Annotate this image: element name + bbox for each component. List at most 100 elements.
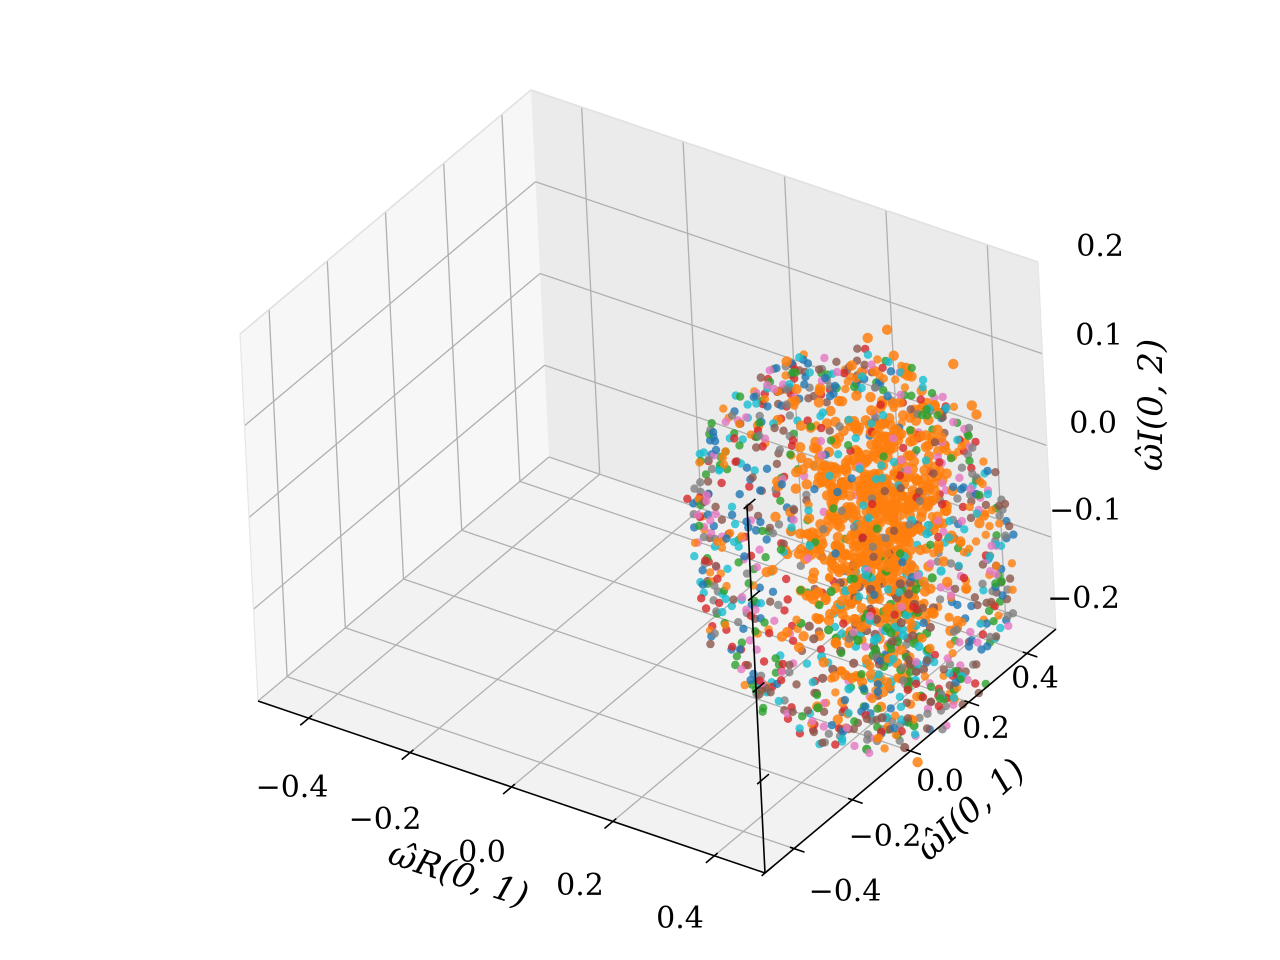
data-point [791, 384, 802, 395]
data-point [985, 552, 994, 561]
data-point [1009, 530, 1018, 539]
data-point [909, 602, 918, 612]
data-point [884, 357, 893, 367]
data-point [927, 512, 937, 521]
data-point [922, 529, 932, 539]
data-point [844, 415, 853, 425]
y-tick-label: −0.4 [809, 874, 882, 909]
x-tick-label: 0.4 [656, 901, 704, 936]
data-point [857, 383, 866, 393]
data-point [949, 482, 958, 492]
data-point [727, 502, 737, 511]
data-point [882, 578, 892, 588]
data-point [693, 510, 703, 520]
data-point [787, 523, 796, 532]
data-point [785, 411, 794, 420]
data-point [781, 371, 790, 380]
data-point [963, 675, 972, 684]
data-point [877, 713, 887, 723]
data-point [731, 660, 740, 670]
data-point [958, 700, 967, 709]
data-point [731, 457, 740, 466]
data-point [968, 469, 977, 478]
data-point [729, 595, 738, 604]
data-point [850, 382, 859, 392]
data-point [850, 560, 861, 571]
data-point [938, 725, 947, 734]
data-point [751, 605, 760, 614]
data-point [994, 501, 1004, 510]
data-point [910, 730, 920, 739]
data-point [742, 517, 751, 526]
data-point [873, 687, 883, 696]
x-tick-label: 0.0 [458, 835, 506, 870]
data-point [953, 435, 962, 445]
data-point [948, 649, 957, 658]
data-point [782, 400, 791, 409]
data-point [873, 704, 882, 713]
data-point [925, 643, 935, 653]
data-point [742, 463, 752, 472]
data-point [981, 530, 990, 539]
data-point [973, 601, 982, 610]
data-point [972, 660, 981, 669]
data-point [908, 435, 919, 446]
data-point [958, 502, 968, 512]
data-point [792, 680, 801, 689]
data-point [710, 629, 719, 638]
data-point [817, 450, 826, 460]
data-point [818, 738, 827, 747]
data-point [890, 724, 899, 733]
data-point [995, 519, 1004, 528]
data-point [976, 619, 985, 628]
data-point [957, 463, 967, 472]
data-point [851, 433, 860, 443]
data-point [983, 466, 992, 476]
data-point [777, 667, 786, 677]
data-point [715, 598, 724, 608]
data-point [1004, 621, 1013, 631]
data-point [895, 579, 905, 589]
data-point [896, 483, 905, 493]
data-point [727, 510, 737, 520]
data-point [768, 587, 778, 596]
data-point [926, 559, 935, 568]
data-point [846, 672, 858, 684]
data-point [912, 446, 921, 455]
data-point [750, 466, 759, 475]
data-point [865, 661, 875, 671]
data-point [776, 631, 788, 642]
data-point [735, 490, 744, 499]
data-point [698, 566, 707, 575]
data-point [1005, 521, 1014, 531]
data-point [933, 516, 942, 525]
data-point [862, 332, 873, 344]
data-point [765, 629, 774, 638]
x-tick-label: −0.2 [349, 802, 422, 837]
data-point [816, 436, 826, 446]
data-point [843, 534, 854, 545]
data-point [881, 533, 890, 543]
data-point [883, 585, 893, 594]
z-tick [756, 773, 770, 785]
data-point [851, 374, 860, 383]
data-point [918, 375, 928, 385]
data-point [905, 668, 915, 677]
data-point [917, 633, 927, 643]
data-point [824, 625, 834, 635]
data-point [811, 612, 821, 623]
data-point [820, 594, 831, 606]
data-point [853, 422, 865, 433]
data-point [795, 353, 804, 362]
data-point [835, 422, 844, 431]
data-point [908, 619, 917, 629]
data-point [957, 485, 966, 494]
data-point [690, 538, 700, 548]
data-point [915, 544, 926, 556]
data-point [785, 668, 794, 677]
data-point [699, 532, 709, 542]
data-point [734, 542, 743, 551]
data-point [918, 693, 928, 702]
data-point [881, 508, 893, 519]
